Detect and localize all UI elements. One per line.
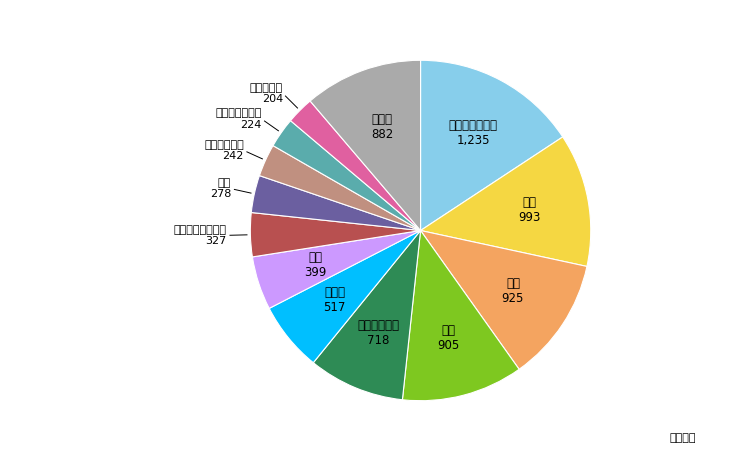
Wedge shape bbox=[259, 146, 420, 230]
Text: その他
882: その他 882 bbox=[371, 112, 393, 141]
Wedge shape bbox=[273, 121, 420, 230]
Wedge shape bbox=[313, 230, 420, 400]
Text: 香港
399: 香港 399 bbox=[304, 251, 327, 279]
Wedge shape bbox=[253, 230, 420, 308]
Text: シンガポール
242: シンガポール 242 bbox=[204, 140, 243, 161]
Wedge shape bbox=[420, 137, 590, 266]
Text: オーストラリア
1,235: オーストラリア 1,235 bbox=[448, 119, 497, 147]
Text: 韓国
905: 韓国 905 bbox=[438, 324, 460, 352]
Text: インドネシア
718: インドネシア 718 bbox=[357, 319, 399, 347]
Wedge shape bbox=[420, 60, 562, 230]
Wedge shape bbox=[251, 176, 420, 230]
Wedge shape bbox=[402, 230, 519, 401]
Wedge shape bbox=[269, 230, 420, 363]
Text: インド
517: インド 517 bbox=[324, 286, 345, 314]
Text: バングラデシュ
224: バングラデシュ 224 bbox=[215, 108, 262, 130]
Text: フィリピン
204: フィリピン 204 bbox=[250, 83, 283, 104]
Text: タイ
278: タイ 278 bbox=[209, 178, 231, 200]
Wedge shape bbox=[420, 230, 587, 369]
Wedge shape bbox=[310, 60, 420, 230]
Text: 単位：個: 単位：個 bbox=[669, 432, 696, 443]
Text: 中国
993: 中国 993 bbox=[518, 196, 541, 224]
Text: ニュージーランド
327: ニュージーランド 327 bbox=[174, 225, 227, 246]
Text: 日本
925: 日本 925 bbox=[502, 278, 524, 305]
Wedge shape bbox=[290, 101, 420, 231]
Wedge shape bbox=[250, 213, 420, 257]
